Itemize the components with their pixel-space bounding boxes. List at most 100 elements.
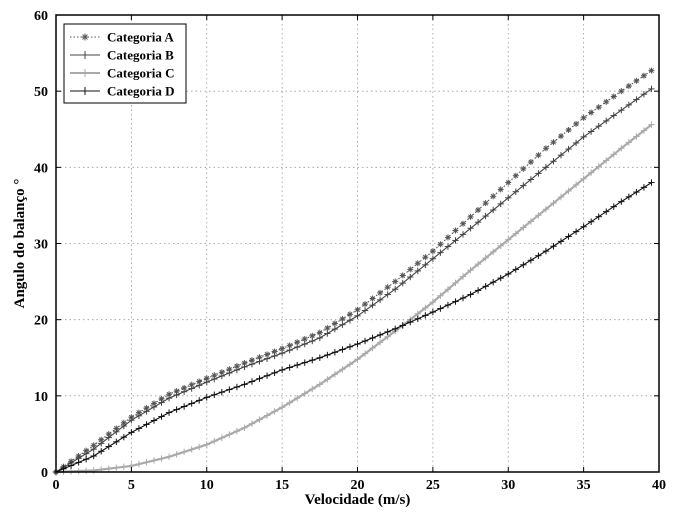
series-categoria-a-marker (573, 121, 579, 127)
series-categoria-a-marker (234, 363, 240, 369)
legend-categoria-a-marker (82, 34, 88, 40)
series-categoria-a-marker (513, 173, 519, 179)
series-categoria-a-marker (302, 336, 308, 342)
series-categoria-a-marker (347, 311, 353, 317)
series-categoria-b-line (55, 88, 652, 473)
series-categoria-a-marker (204, 375, 210, 381)
series-categoria-a-marker (377, 290, 383, 296)
y-tick-label: 30 (34, 238, 48, 253)
series-categoria-a-marker (151, 400, 157, 406)
series-categoria-a-marker (272, 349, 278, 354)
series-categoria-a-marker (505, 180, 511, 186)
x-tick-label: 30 (501, 478, 515, 493)
series-categoria-a-marker (475, 207, 481, 213)
series-categoria-d (52, 179, 655, 476)
x-tick-label: 35 (577, 478, 591, 493)
series-categoria-a-marker (317, 330, 323, 336)
series-categoria-a-marker (324, 325, 330, 331)
x-axis-title: Velocidade (m/s) (305, 492, 411, 508)
series-categoria-a-marker (143, 405, 149, 411)
x-tick-label: 15 (275, 478, 289, 493)
series-categoria-a-marker (596, 104, 602, 110)
series-categoria-a-marker (649, 68, 654, 74)
x-tick-label: 20 (351, 478, 365, 493)
series-categoria-a-marker (566, 127, 572, 133)
series-categoria-a-marker (339, 316, 345, 322)
series-categoria-a-marker (294, 339, 300, 345)
legend-categoria-c-label: Categoria C (107, 66, 175, 81)
series-categoria-a-marker (558, 133, 564, 139)
series-categoria-a-marker (355, 307, 360, 313)
gridlines (56, 15, 659, 472)
y-tick-label: 20 (34, 314, 48, 329)
x-tick-label: 5 (128, 478, 135, 493)
x-tick-label: 40 (652, 478, 666, 493)
series-categoria-a-marker (159, 396, 164, 402)
series-categoria-a-marker (468, 214, 474, 220)
series-categoria-a-marker (633, 78, 639, 84)
series-categoria-a-marker (430, 248, 436, 254)
series-categoria-c (52, 121, 655, 476)
series-categoria-a-marker (498, 186, 504, 192)
series-categoria-a-marker (279, 346, 285, 352)
series-categoria-a-marker (241, 360, 247, 366)
legend-categoria-a: Categoria A (70, 30, 174, 45)
series-categoria-a-marker (196, 379, 202, 384)
series-categoria-a-marker (385, 284, 391, 290)
series-categoria-a-marker (641, 73, 647, 79)
series-categoria-a-marker (400, 273, 406, 278)
y-axis-title: Angulo do balanço ° (12, 179, 28, 309)
series-categoria-a-marker (332, 321, 338, 326)
series-categoria-a-marker (588, 110, 594, 115)
y-tick-label: 0 (41, 466, 48, 481)
series-categoria-a-marker (535, 152, 541, 158)
series-categoria-a-marker (226, 366, 232, 372)
series-categoria-a-marker (528, 159, 534, 165)
legend: Categoria A Categoria B Categoria C Categor… (63, 23, 187, 104)
legend-categoria-c: Categoria C (70, 66, 175, 81)
series-categoria-a-marker (370, 296, 376, 301)
series-categoria-c-line (55, 123, 653, 474)
series-layer (52, 67, 655, 476)
series-categoria-a-marker (264, 351, 270, 357)
series-categoria-a-marker (98, 437, 104, 443)
series-categoria-a-marker (211, 372, 217, 378)
y-tick-label: 10 (34, 390, 48, 405)
series-categoria-a-marker (106, 431, 112, 437)
series-categoria-a-marker (460, 221, 466, 227)
series-categoria-a-marker (445, 234, 451, 240)
legend-categoria-b: Categoria B (70, 48, 174, 63)
legend-categoria-d: Categoria D (70, 84, 175, 99)
series-categoria-a-marker (392, 279, 398, 285)
series-categoria-a-marker (362, 301, 368, 307)
x-tick-label: 25 (426, 478, 440, 493)
series-categoria-a-marker (257, 354, 262, 360)
series-categoria-a-marker (437, 241, 443, 247)
axis-ticks: 0 5 10 15 20 25 30 35 40 0 10 20 30 40 50 60 (34, 9, 666, 493)
series-categoria-a-marker (453, 228, 458, 234)
series-categoria-a-marker (174, 388, 180, 394)
series-categoria-a-marker (520, 166, 526, 172)
series-categoria-a-marker (483, 200, 489, 206)
series-categoria-a-marker (189, 382, 195, 388)
series-categoria-a-marker (166, 391, 172, 397)
legend-categoria-d-label: Categoria D (107, 84, 175, 99)
series-categoria-a-marker (543, 145, 549, 151)
series-categoria-a-marker (618, 88, 624, 94)
series-categoria-a-marker (422, 254, 428, 260)
y-tick-label: 50 (34, 85, 48, 100)
y-tick-label: 60 (34, 9, 48, 24)
series-categoria-a-marker (181, 385, 187, 391)
series-categoria-d-line (55, 182, 652, 473)
x-tick-label: 10 (200, 478, 214, 493)
series-categoria-a-marker (603, 99, 609, 105)
y-tick-label: 40 (34, 161, 48, 176)
series-categoria-b (52, 85, 655, 476)
series-categoria-a-marker (287, 342, 293, 348)
series-categoria-a-marker (219, 369, 225, 375)
series-categoria-a-marker (407, 266, 413, 272)
series-categoria-a-marker (551, 139, 556, 145)
legend-categoria-b-label: Categoria B (107, 48, 174, 63)
series-categoria-a-marker (415, 260, 421, 266)
